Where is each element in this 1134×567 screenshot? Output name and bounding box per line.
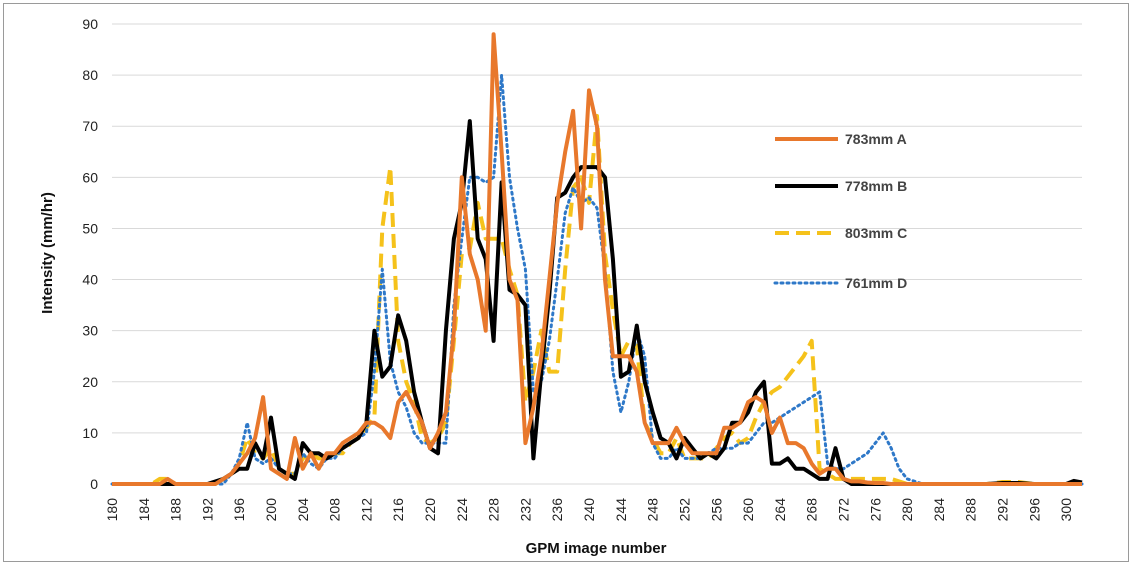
x-tick-label: 204 <box>295 498 311 522</box>
x-tick-label: 248 <box>645 498 661 522</box>
x-tick-label: 232 <box>517 498 533 522</box>
x-tick-label: 180 <box>104 498 120 522</box>
x-tick-label: 280 <box>899 498 915 522</box>
legend-label-1: 783mm A <box>845 131 907 147</box>
x-tick-label: 296 <box>1026 498 1042 522</box>
legend-label-4: 761mm D <box>845 275 907 291</box>
y-tick-label: 0 <box>90 476 98 492</box>
x-tick-label: 188 <box>168 498 184 522</box>
x-tick-label: 184 <box>136 498 152 522</box>
grid-lines <box>112 23 1082 485</box>
x-tick-label: 212 <box>358 498 374 522</box>
x-tick-label: 292 <box>994 498 1010 522</box>
x-tick-label: 252 <box>676 498 692 522</box>
x-tick-label: 244 <box>613 498 629 522</box>
x-tick-label: 264 <box>772 498 788 522</box>
x-tick-label: 284 <box>931 498 947 522</box>
x-tick-label: 228 <box>486 498 502 522</box>
x-axis-title: GPM image number <box>526 540 667 557</box>
series-line-3 <box>112 114 1082 486</box>
y-tick-label: 20 <box>82 374 98 390</box>
y-tick-label: 90 <box>82 16 98 32</box>
x-tick-label: 224 <box>454 498 470 522</box>
y-tick-label: 50 <box>82 220 98 236</box>
y-tick-label: 70 <box>82 118 98 134</box>
x-tick-label: 208 <box>327 498 343 522</box>
y-tick-label: 80 <box>82 67 98 83</box>
y-axis-title: Intensity (mm/hr) <box>39 192 56 314</box>
x-tick-label: 268 <box>804 498 820 522</box>
x-tick-label: 192 <box>199 498 215 522</box>
x-tick-label: 236 <box>549 498 565 522</box>
legend-label-3: 803mm C <box>845 225 907 241</box>
x-tick-label: 300 <box>1058 498 1074 522</box>
x-tick-label: 276 <box>867 498 883 522</box>
x-tick-label: 196 <box>231 498 247 522</box>
y-tick-label: 60 <box>82 169 98 185</box>
y-tick-label: 10 <box>82 425 98 441</box>
series-line-1 <box>112 32 1082 486</box>
series-lines <box>110 32 1084 486</box>
legend: 783mm A 778mm B 803mm C 761mm D <box>773 131 907 291</box>
x-tick-label: 220 <box>422 498 438 522</box>
x-tick-label: 272 <box>835 498 851 522</box>
x-tick-label: 216 <box>390 498 406 522</box>
x-tick-label: 256 <box>708 498 724 522</box>
x-tick-label: 200 <box>263 498 279 522</box>
chart-frame <box>3 3 1129 562</box>
x-tick-label: 288 <box>963 498 979 522</box>
x-tick-label: 260 <box>740 498 756 522</box>
legend-label-2: 778mm B <box>845 178 907 194</box>
y-tick-label: 30 <box>82 323 98 339</box>
axis-ticks: 0 10 20 30 40 50 60 70 80 90 180 184 188 192 196 200 204… <box>82 16 1074 521</box>
y-tick-label: 40 <box>82 272 98 288</box>
x-tick-label: 240 <box>581 498 597 522</box>
